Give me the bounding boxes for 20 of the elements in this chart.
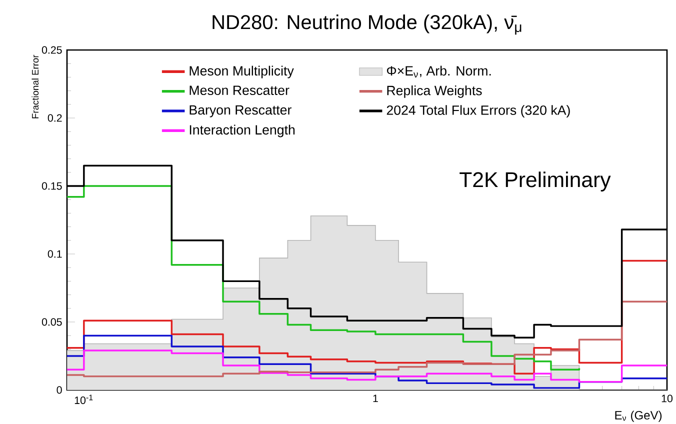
x-tick-label: 10$^{-1}$ (74, 394, 93, 404)
legend-label: Meson Multiplicity (190, 66, 294, 78)
legend-label: Replica Weights (387, 85, 482, 98)
legend-label: 2024 Total Flux Errors (320 kA) (386, 105, 570, 118)
y-tick-label: 0.1 (48, 250, 62, 258)
chart-title: ND280: Neutrino Mode (320kA), ν̄$_{μ}$ (212, 14, 522, 35)
y-axis-title: Fractional Error (32, 54, 39, 118)
legend-label: Interaction Length (190, 124, 295, 138)
y-tick-label: 0.2 (48, 114, 62, 122)
x-axis-title: E$_{ν}$ (GeV) (615, 410, 662, 422)
y-tick-label: 0.05 (42, 318, 62, 326)
legend-label: Meson Rescatter (190, 86, 290, 95)
annotation: T2K Preliminary (460, 172, 611, 192)
x-tick-label: 1 (373, 394, 378, 402)
y-tick-label: 0.15 (42, 182, 62, 190)
legend-label: Φ×E$_{ν}$, Arb. Norm. (386, 66, 491, 78)
y-tick-label: 0.25 (42, 46, 62, 54)
y-tick-label: 0 (56, 386, 62, 394)
legend-label: Baryon Rescatter (190, 105, 292, 118)
x-tick-label: 10 (662, 394, 673, 402)
